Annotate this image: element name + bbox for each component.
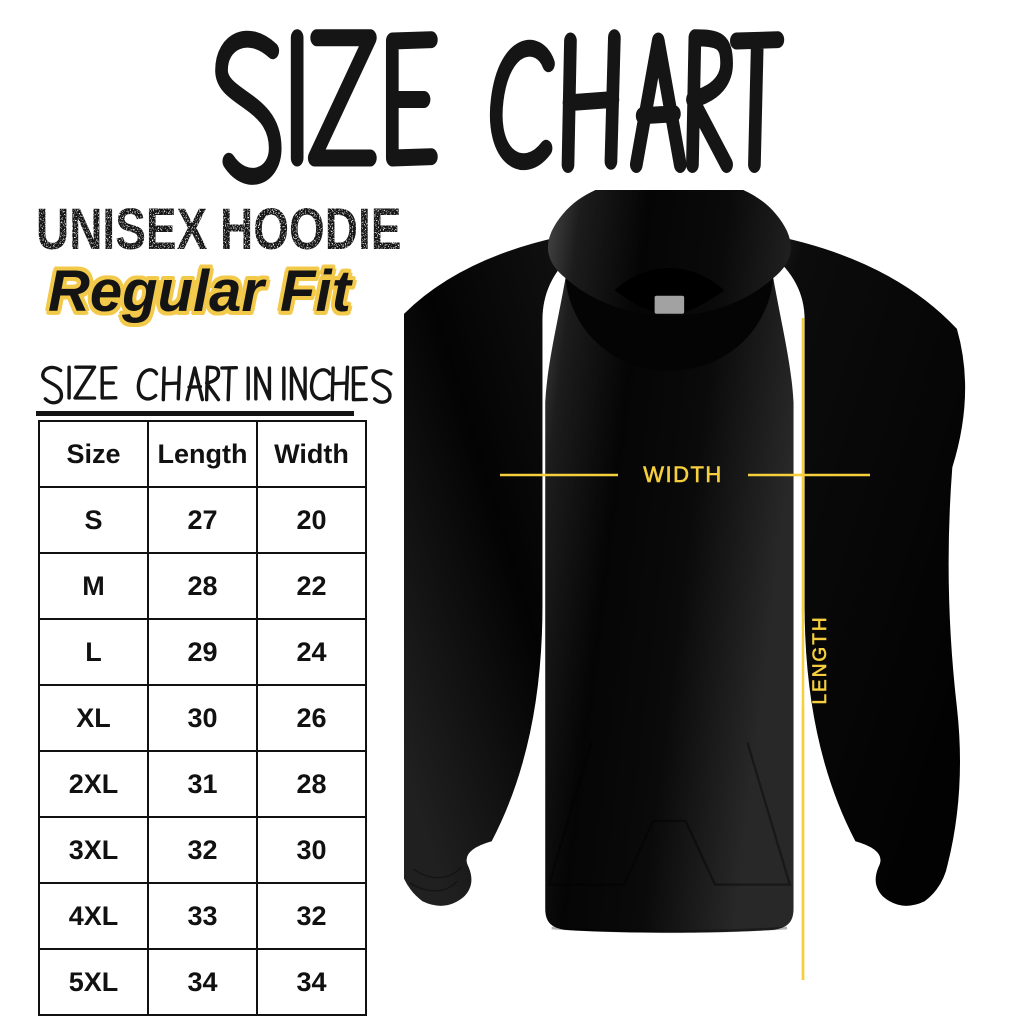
svg-text:WIDTH: WIDTH [643,462,723,487]
svg-text:LENGTH: LENGTH [810,615,831,704]
